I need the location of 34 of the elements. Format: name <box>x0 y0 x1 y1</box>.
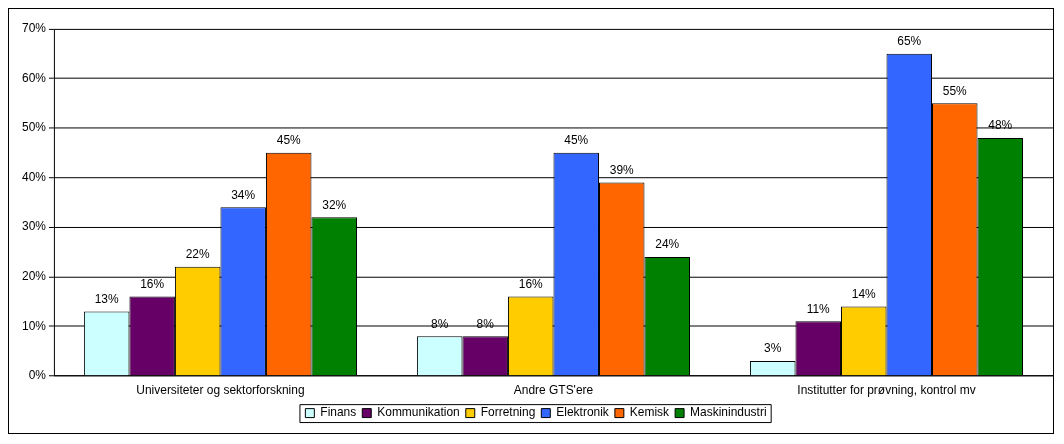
data-label: 45% <box>564 133 589 148</box>
x-tick-label: Andre GTS'ere <box>513 383 594 398</box>
data-label: 22% <box>185 247 211 262</box>
x-tick-label: Institutter for prøvning, kontrol mv <box>797 383 976 398</box>
data-label: 13% <box>94 291 119 306</box>
data-label: 55% <box>942 83 968 98</box>
y-tick-label: 30% <box>21 219 47 234</box>
data-label: 11% <box>806 301 831 316</box>
y-tick-label: 40% <box>21 169 47 184</box>
legend-label: Forretning <box>480 405 536 420</box>
data-label: 32% <box>322 197 347 212</box>
data-label: 8% <box>476 316 495 331</box>
legend-label: Elektronik <box>556 405 609 420</box>
data-label: 16% <box>140 276 165 291</box>
data-label: 45% <box>276 133 302 148</box>
y-tick-label: 10% <box>21 318 47 333</box>
data-label: 39% <box>609 162 635 177</box>
data-label: 16% <box>518 276 544 291</box>
legend-label: Kemisk <box>629 405 670 420</box>
data-label: 65% <box>897 34 922 49</box>
data-label: 24% <box>655 237 680 252</box>
data-label: 34% <box>231 187 256 202</box>
y-tick-label: 50% <box>21 120 47 135</box>
data-label: 8% <box>431 316 449 331</box>
legend-label: Finans <box>320 405 357 420</box>
y-tick-label: 0% <box>28 368 47 383</box>
data-label: 14% <box>851 286 877 301</box>
y-tick-label: 60% <box>21 70 47 85</box>
data-label: 3% <box>764 341 782 356</box>
y-tick-label: 70% <box>21 21 47 36</box>
y-tick-label: 20% <box>21 269 47 284</box>
legend-label: Kommunikation <box>377 405 460 420</box>
legend-label: Maskinindustri <box>690 405 767 420</box>
x-tick-label: Universiteter og sektorforskning <box>136 383 305 398</box>
